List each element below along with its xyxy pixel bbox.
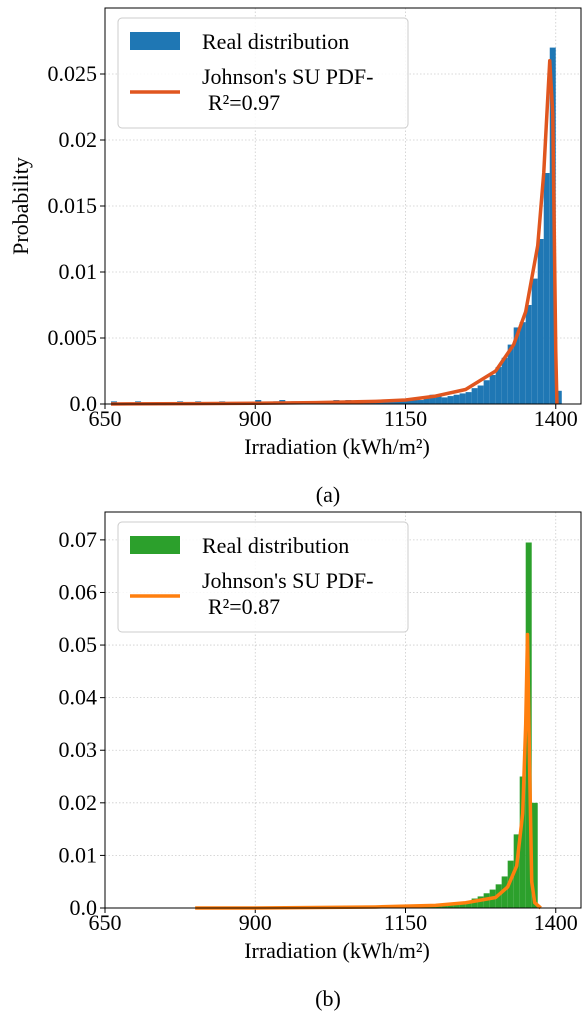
bar	[519, 322, 526, 404]
bar	[459, 393, 466, 404]
bar	[489, 374, 496, 404]
bar	[531, 278, 538, 404]
y-tick-label: 0.04	[59, 685, 98, 710]
legend-frame	[117, 521, 409, 633]
legend-label: R²=0.97	[208, 90, 280, 115]
legend-label: Real distribution	[202, 29, 349, 54]
bar	[465, 392, 472, 404]
legend-swatch	[130, 536, 180, 554]
bar	[537, 239, 544, 404]
y-tick-label: 0.02	[59, 790, 98, 815]
x-tick-label: 1400	[534, 910, 578, 935]
bar	[405, 400, 412, 404]
x-tick-label: 650	[89, 406, 122, 431]
bar	[477, 385, 484, 404]
bar	[453, 394, 460, 404]
bar	[423, 906, 430, 908]
x-tick-label: 1400	[534, 406, 578, 431]
fit-line	[111, 59, 559, 406]
bar	[459, 902, 466, 908]
bar	[483, 380, 490, 404]
axes-frame	[104, 7, 582, 405]
bar	[531, 802, 538, 908]
bar	[441, 397, 448, 404]
legend-label: Real distribution	[202, 533, 349, 558]
bar	[543, 173, 550, 404]
bar	[435, 396, 442, 404]
bar	[519, 776, 526, 908]
x-axis-label: Irradiation (kWh/m²)	[244, 938, 430, 963]
bar	[501, 876, 508, 908]
y-tick-label: 0.025	[48, 61, 98, 86]
y-tick-label: 0.015	[48, 193, 98, 218]
y-tick-label: 0.0	[70, 895, 98, 920]
bar	[441, 905, 448, 908]
y-tick-label: 0.01	[59, 259, 98, 284]
chart: 0.0 0.01 0.02 0.03 0.04 0.05 0.06 0.07 650 900 115…	[59, 511, 582, 1011]
y-tick-label: 0.02	[59, 127, 98, 152]
x-tick-label: 1150	[384, 910, 427, 935]
fit-line	[195, 632, 542, 910]
y-tick-label: 0.03	[59, 737, 98, 762]
bar	[429, 394, 436, 404]
axes-frame	[104, 511, 582, 909]
bar	[447, 396, 454, 404]
legend-label: Johnson's SU PDF-	[202, 568, 373, 593]
bar	[453, 903, 460, 908]
legend-label: R²=0.87	[208, 594, 280, 619]
bar	[417, 400, 424, 404]
y-tick-label: 0.01	[59, 842, 98, 867]
bar	[495, 367, 502, 404]
y-tick-label: 0.005	[48, 325, 98, 350]
bar	[477, 896, 484, 908]
legend-frame	[117, 17, 409, 129]
caption: (a)	[316, 482, 340, 507]
x-axis-label: Irradiation (kWh/m²)	[244, 434, 430, 459]
x-tick-label: 900	[239, 406, 272, 431]
bar	[501, 357, 508, 404]
y-tick-label: 0.07	[59, 527, 98, 552]
bar	[513, 327, 520, 404]
chart: 0.0 0.005 0.01 0.015 0.02 0.025 650 900 1150 1400…	[8, 7, 582, 507]
bar	[411, 398, 418, 404]
bar	[447, 904, 454, 908]
bar	[555, 390, 562, 404]
x-tick-label: 1150	[384, 406, 427, 431]
y-axis-label: Probability	[8, 157, 33, 255]
bar	[471, 388, 478, 404]
bar	[513, 834, 520, 908]
x-tick-label: 650	[89, 910, 122, 935]
bar	[507, 344, 514, 404]
bar	[471, 898, 478, 908]
bar	[393, 401, 400, 404]
bar	[465, 901, 472, 908]
caption: (b)	[315, 986, 341, 1011]
legend-label: Johnson's SU PDF-	[202, 64, 373, 89]
legend-swatch	[130, 32, 180, 50]
bar	[435, 906, 442, 908]
x-tick-label: 900	[239, 910, 272, 935]
bar	[525, 305, 532, 404]
bar	[399, 400, 406, 404]
bar	[423, 397, 430, 404]
bar	[429, 906, 436, 908]
y-tick-label: 0.06	[59, 579, 98, 604]
legend: Real distribution Johnson's SU PDF-R²=0.9…	[117, 17, 409, 129]
legend: Real distribution Johnson's SU PDF-R²=0.8…	[117, 521, 409, 633]
y-tick-label: 0.0	[70, 391, 98, 416]
y-tick-label: 0.05	[59, 632, 98, 657]
